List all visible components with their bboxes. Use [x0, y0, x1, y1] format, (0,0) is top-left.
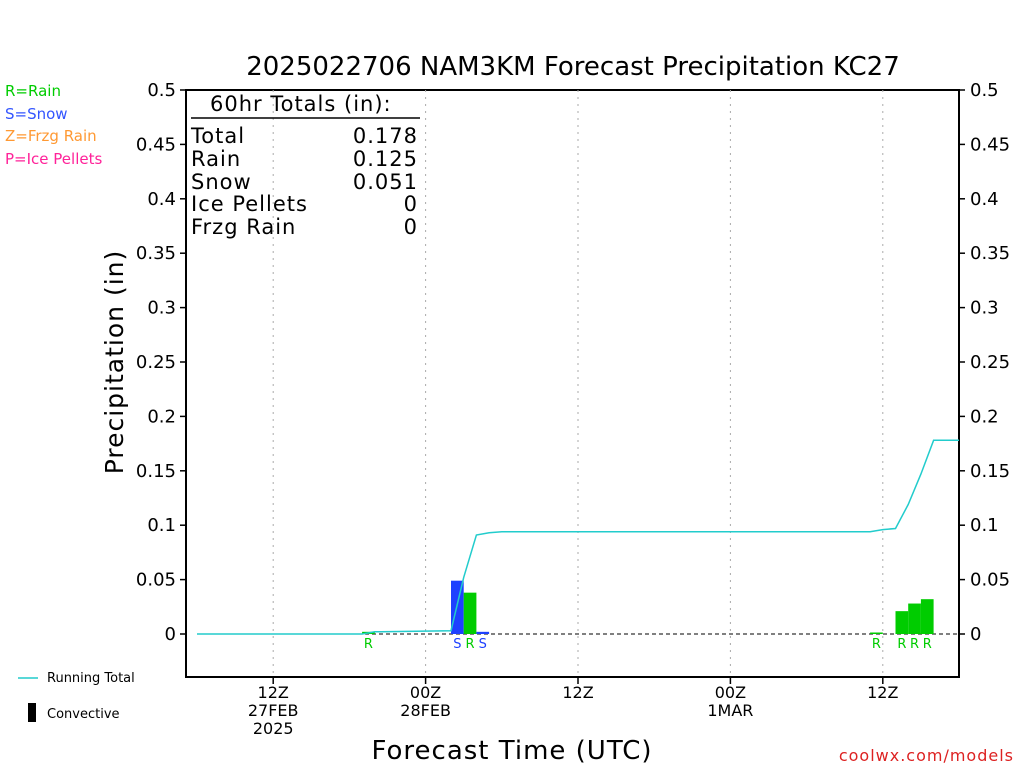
ptype-marker: R: [364, 637, 373, 652]
totals-rain-value: 0.125: [353, 147, 418, 171]
y-tick-label-left: 0.3: [147, 298, 176, 319]
legend-frzg-rain: Z=Frzg Rain: [5, 127, 97, 145]
ptype-legend: R=Rain S=Snow Z=Frzg Rain P=Ice Pellets: [5, 82, 102, 168]
legend-snow: S=Snow: [5, 105, 68, 123]
ptype-marker: R: [910, 637, 919, 652]
x-axis-label: Forecast Time (UTC): [371, 736, 652, 766]
x-tick-label: 2025: [253, 719, 294, 738]
y-tick-label-right: 0.4: [970, 189, 999, 210]
y-tick-label-right: 0.05: [970, 570, 1010, 591]
y-tick-label-left: 0.15: [136, 461, 176, 482]
running-total-line: [197, 439, 959, 635]
totals-frzg-rain-label: Frzg Rain: [191, 215, 296, 239]
ptype-marker: S: [453, 637, 461, 652]
y-tick-label-left: 0.4: [147, 189, 176, 210]
precip-bar: [476, 631, 490, 634]
x-tick-label: 12Z: [258, 683, 289, 702]
y-tick-label-right: 0.25: [970, 352, 1010, 373]
credit-text: coolwx.com/models: [839, 746, 1014, 765]
convective-swatch: [28, 703, 36, 722]
totals-total-value: 0.178: [353, 124, 418, 148]
totals-box: 60hr Totals (in): Total 0.178 Rain 0.125…: [190, 92, 420, 239]
y-ticks: 0 00.05 0.050.1 0.10.15 0.150.2 0.20.25 0.250.…: [136, 80, 1010, 645]
y-tick-label-left: 0.25: [136, 352, 176, 373]
x-tick-label: 00Z: [715, 683, 746, 702]
plot-frame: [185, 89, 960, 678]
x-tick-label: 27FEB: [248, 701, 299, 720]
ptype-marker: R: [466, 637, 475, 652]
y-tick-label-left: 0.2: [147, 406, 176, 427]
series-legend: Running Total Convective: [18, 671, 135, 722]
y-tick-label-right: 0.2: [970, 406, 999, 427]
y-tick-label-left: 0.35: [136, 243, 176, 264]
y-axis-label: Precipitation (in): [100, 250, 129, 475]
totals-header: 60hr Totals (in):: [210, 92, 392, 116]
x-tick-label: 28FEB: [400, 701, 451, 720]
y-tick-label-right: 0.5: [970, 80, 999, 101]
precip-bar: [920, 599, 934, 634]
y-tick-label-right: 0.15: [970, 461, 1010, 482]
legend-rain: R=Rain: [5, 82, 61, 100]
y-tick-label-left: 0.1: [147, 515, 176, 536]
y-tick-label-right: 0.45: [970, 134, 1010, 155]
y-tick-label-left: 0: [165, 624, 176, 645]
y-tick-label-left: 0.05: [136, 570, 176, 591]
totals-snow-value: 0.051: [353, 170, 418, 194]
y-tick-label-right: 0.1: [970, 515, 999, 536]
totals-ice-pellets-value: 0: [404, 192, 418, 216]
precip-bar: [895, 611, 909, 634]
chart-title: 2025022706 NAM3KM Forecast Precipitation…: [246, 52, 900, 82]
totals-frzg-rain-value: 0: [404, 215, 418, 239]
x-tick-label: 1MAR: [707, 701, 753, 720]
y-tick-label-left: 0.45: [136, 134, 176, 155]
convective-legend-label: Convective: [47, 707, 120, 722]
precip-bar: [451, 580, 464, 634]
x-tick-label: 00Z: [410, 683, 441, 702]
ptype-marker: S: [479, 637, 487, 652]
x-tick-label: 12Z: [562, 683, 593, 702]
totals-rain-label: Rain: [191, 147, 241, 171]
totals-snow-label: Snow: [191, 170, 252, 194]
precip-bar: [870, 632, 883, 634]
totals-ice-pellets-label: Ice Pellets: [191, 192, 308, 216]
totals-total-label: Total: [190, 124, 245, 148]
ptype-marker: R: [897, 637, 906, 652]
x-tick-label: 12Z: [867, 683, 898, 702]
y-tick-label-right: 0.3: [970, 298, 999, 319]
running-total-layer: [197, 439, 959, 635]
ptype-marker: R: [872, 637, 881, 652]
y-tick-label-right: 0.35: [970, 243, 1010, 264]
y-tick-label-left: 0.5: [147, 80, 176, 101]
ptype-marker: R: [923, 637, 932, 652]
running-total-legend-label: Running Total: [47, 671, 135, 686]
y-tick-label-right: 0: [970, 624, 981, 645]
precip-bar: [908, 603, 921, 634]
legend-ice-pellets: P=Ice Pellets: [5, 150, 102, 168]
precip-bar: [463, 592, 477, 634]
